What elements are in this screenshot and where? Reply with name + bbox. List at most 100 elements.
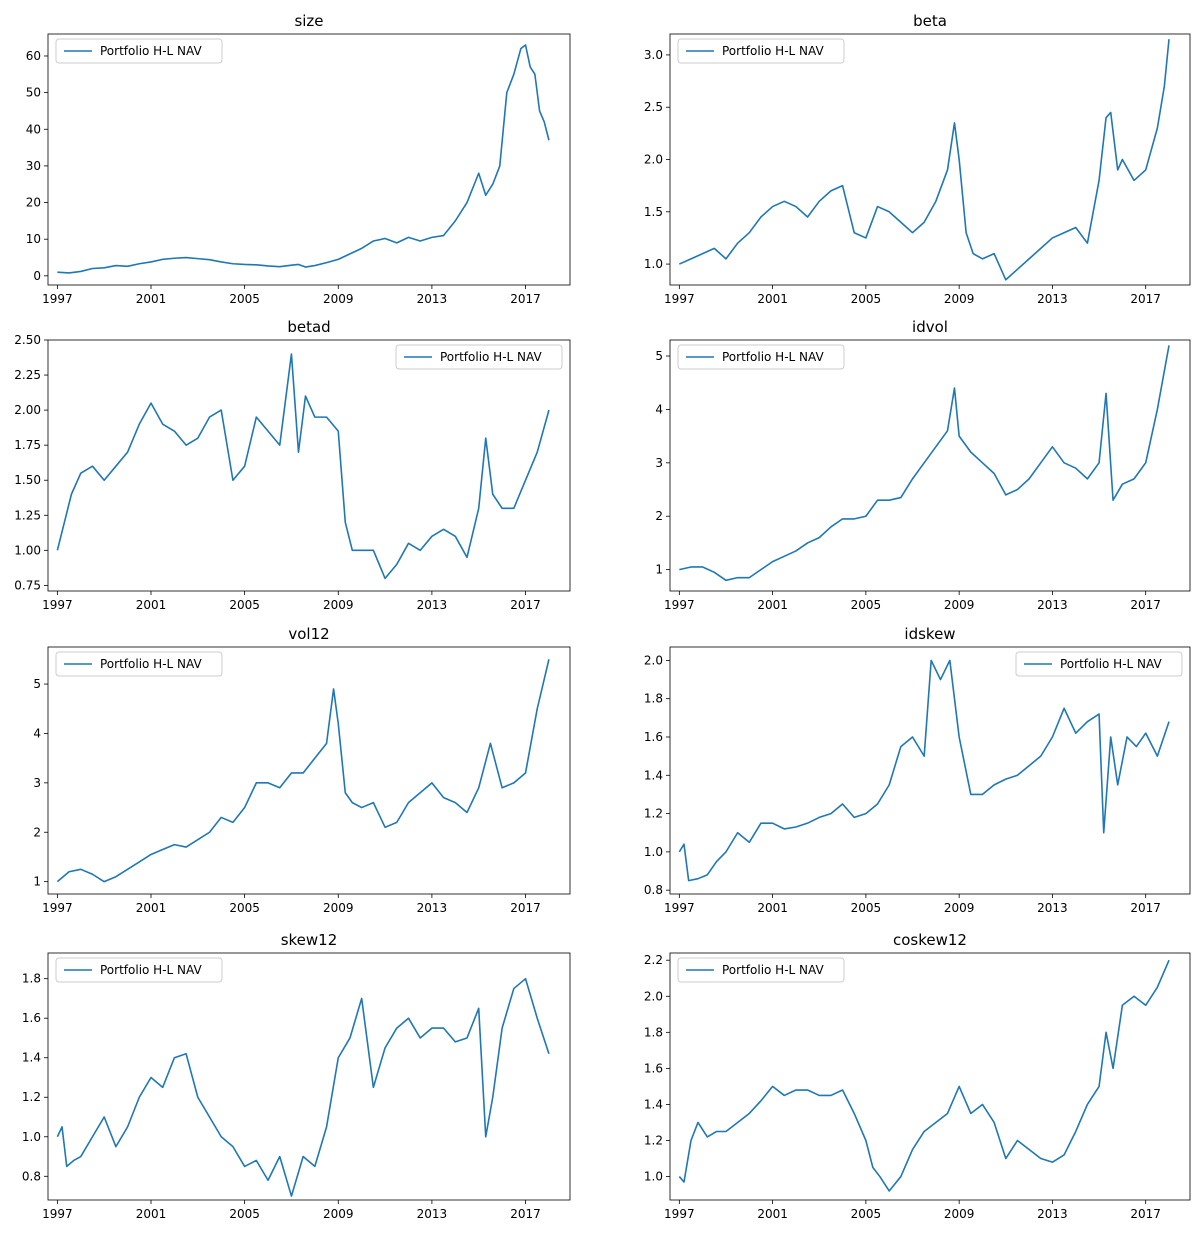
y-tick-label: 1.6 xyxy=(644,730,663,744)
legend: Portfolio H-L NAV xyxy=(55,957,223,983)
y-tick-label: 1.75 xyxy=(14,438,41,452)
chart-title: idskew xyxy=(904,625,955,643)
x-tick-label: 2013 xyxy=(1037,1207,1068,1221)
x-tick-label: 2013 xyxy=(417,598,448,612)
legend-box xyxy=(395,344,563,370)
x-tick-label: 2001 xyxy=(136,901,167,915)
y-tick-label: 2.00 xyxy=(14,403,41,417)
y-tick-label: 3 xyxy=(655,456,663,470)
y-tick-label: 1.0 xyxy=(644,845,663,859)
y-tick-label: 20 xyxy=(26,196,41,210)
y-tick-label: 2.0 xyxy=(644,989,663,1003)
x-tick-label: 2005 xyxy=(229,901,260,915)
x-tick-label: 2001 xyxy=(757,901,788,915)
series-line-0 xyxy=(56,977,550,1197)
y-tick-label: 0.8 xyxy=(22,1169,41,1183)
subplot-idskew: idskew 1997 2001 2005 2009 2013 2017 0.8 1.0 1.2 1… xyxy=(644,625,1191,915)
y-tick-label: 1.6 xyxy=(22,1011,41,1025)
y-tick-label: 60 xyxy=(26,49,41,63)
subplot-coskew12: coskew12 1997 2001 2005 2009 2013 2017 1.0 1.2 1.… xyxy=(644,931,1191,1221)
legend-box xyxy=(55,38,223,64)
x-tick-label: 2001 xyxy=(757,1207,788,1221)
x-tick-label: 2001 xyxy=(136,1207,167,1221)
y-tick-label: 0 xyxy=(33,269,41,283)
y-tick-label: 30 xyxy=(26,159,41,173)
axes-frame xyxy=(47,33,571,286)
x-tick-label: 2017 xyxy=(510,901,541,915)
chart-title: coskew12 xyxy=(893,931,967,949)
y-tick-label: 3.0 xyxy=(644,48,663,62)
y-tick-label: 1.25 xyxy=(14,508,41,522)
y-tick-label: 1.8 xyxy=(644,692,663,706)
chart-title: idvol xyxy=(912,318,948,336)
legend: Portfolio H-L NAV xyxy=(677,344,845,370)
x-tick-label: 2009 xyxy=(944,598,975,612)
y-tick-label: 1.4 xyxy=(644,768,663,782)
series-line-0 xyxy=(679,345,1170,582)
legend-label: Portfolio H-L NAV xyxy=(1060,657,1162,671)
x-tick-label: 1997 xyxy=(664,1207,695,1221)
y-tick-label: 0.8 xyxy=(644,883,663,897)
x-tick-label: 1997 xyxy=(664,598,695,612)
y-tick-label: 40 xyxy=(26,122,41,136)
legend-box xyxy=(1015,651,1183,677)
axes-frame xyxy=(47,646,571,895)
chart-title: vol12 xyxy=(288,625,329,643)
legend: Portfolio H-L NAV xyxy=(55,651,223,677)
legend-label: Portfolio H-L NAV xyxy=(100,657,202,671)
x-tick-label: 2013 xyxy=(417,292,448,306)
x-tick-label: 1997 xyxy=(42,1207,73,1221)
y-tick-label: 5 xyxy=(33,677,41,691)
legend-box xyxy=(677,957,845,983)
x-tick-label: 2013 xyxy=(1037,292,1068,306)
legend-label: Portfolio H-L NAV xyxy=(722,963,824,977)
x-tick-label: 2009 xyxy=(323,598,354,612)
x-tick-label: 2017 xyxy=(510,1207,541,1221)
y-tick-label: 1.50 xyxy=(14,473,41,487)
x-tick-label: 2017 xyxy=(1130,292,1161,306)
chart-title: beta xyxy=(913,12,947,30)
legend-label: Portfolio H-L NAV xyxy=(100,963,202,977)
x-tick-label: 2009 xyxy=(323,1207,354,1221)
x-tick-label: 2013 xyxy=(1037,901,1068,915)
y-tick-label: 1.5 xyxy=(644,205,663,219)
y-tick-label: 2.50 xyxy=(14,333,41,347)
subplot-betad: betad 1997 2001 2005 2009 2013 2017 0.75 1.00 1.2… xyxy=(14,318,571,612)
series-line-0 xyxy=(56,659,550,883)
y-tick-label: 1.6 xyxy=(644,1061,663,1075)
legend: Portfolio H-L NAV xyxy=(1015,651,1183,677)
legend-box xyxy=(677,38,845,64)
y-tick-label: 1.2 xyxy=(644,1134,663,1148)
subplot-size: size 1997 2001 2005 2009 2013 2017 0 10 20 30 40 50 6… xyxy=(26,12,571,306)
axes-frame xyxy=(47,339,571,592)
x-tick-label: 1997 xyxy=(42,901,73,915)
x-tick-label: 2009 xyxy=(944,1207,975,1221)
x-tick-label: 2001 xyxy=(136,292,167,306)
x-tick-label: 2001 xyxy=(136,598,167,612)
x-tick-label: 2001 xyxy=(757,292,788,306)
series-line-0 xyxy=(56,353,550,580)
y-tick-label: 50 xyxy=(26,86,41,100)
y-tick-label: 2.5 xyxy=(644,100,663,114)
axes-frame xyxy=(669,339,1191,592)
x-tick-label: 1997 xyxy=(42,598,73,612)
y-tick-label: 1.8 xyxy=(644,1025,663,1039)
y-tick-label: 2 xyxy=(655,509,663,523)
y-tick-label: 2.25 xyxy=(14,368,41,382)
legend-label: Portfolio H-L NAV xyxy=(100,44,202,58)
x-tick-label: 2017 xyxy=(1130,1207,1161,1221)
x-tick-label: 2005 xyxy=(229,1207,260,1221)
series-line-0 xyxy=(679,39,1170,281)
axes-frame xyxy=(669,646,1191,895)
subplot-vol12: vol12 1997 2001 2005 2009 2013 2017 1 2 3 4 5 Portfo… xyxy=(33,625,571,915)
legend-label: Portfolio H-L NAV xyxy=(722,44,824,58)
x-tick-label: 2017 xyxy=(510,292,541,306)
subplot-grid: size 1997 2001 2005 2009 2013 2017 0 10 20 30 40 50 6… xyxy=(14,12,1191,1221)
y-tick-label: 4 xyxy=(33,726,41,740)
y-tick-label: 1.8 xyxy=(22,972,41,986)
series-line-0 xyxy=(678,959,1170,1192)
axes-frame xyxy=(47,952,571,1201)
x-tick-label: 2013 xyxy=(1037,598,1068,612)
x-tick-label: 2005 xyxy=(229,598,260,612)
